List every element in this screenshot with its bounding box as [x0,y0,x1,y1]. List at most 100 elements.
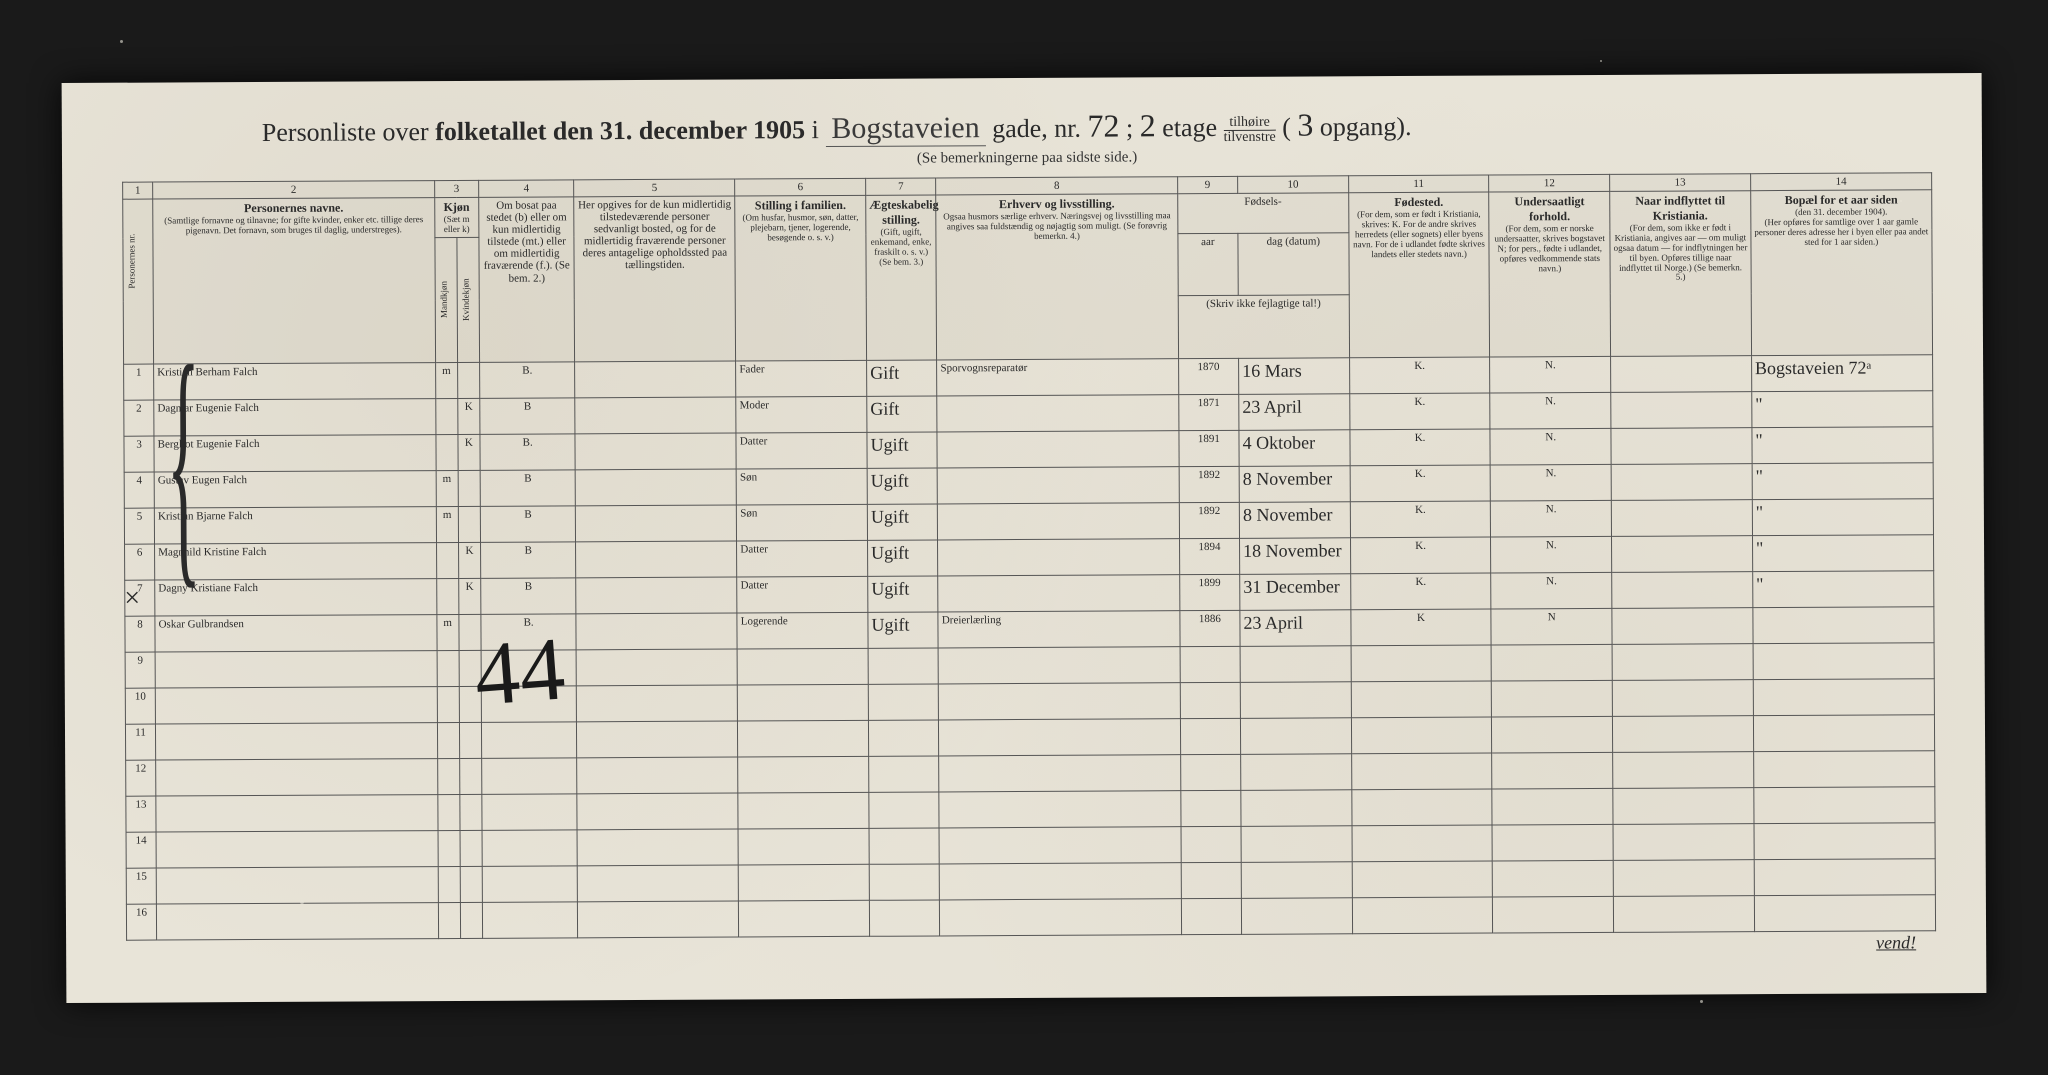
cell-bosat: B [481,577,577,613]
cell-undersaat: N. [1491,500,1612,537]
cell-empty [1241,897,1352,934]
cell-empty [1613,823,1754,860]
floor-number: 2 [1140,107,1156,143]
cell-bosat: B. [479,361,575,397]
cell-empty [739,900,870,937]
cell-fam: Datter [736,432,867,469]
cell-empty [1613,715,1754,752]
colnum-8: 8 [936,176,1177,194]
cell-empty [1613,751,1754,788]
cell-k [458,470,480,506]
cell-nr: 5 [124,507,154,543]
colnum-5: 5 [574,179,735,197]
cell-empty [1241,753,1352,790]
colnum-2: 2 [153,180,435,198]
speckle [1700,1000,1703,1003]
cell-aar: 1870 [1178,358,1239,394]
cell-empty [437,722,459,758]
cell-k: K [458,434,480,470]
cell-aegte: Ugift [867,467,938,503]
cell-aar: 1894 [1179,538,1240,574]
cell-fam: Søn [737,504,868,541]
cell-empty [1240,645,1351,682]
header-kjon: Kjøn (Sæt m eller k) [434,197,478,237]
cell-empty [939,682,1181,719]
header-nr: Personernes nr. [123,199,154,364]
census-table: 1 2 3 4 5 6 7 8 9 10 11 12 13 14 Persone… [122,172,1936,940]
cell-empty [157,902,439,939]
cell-empty [1613,859,1754,896]
cell-fam: Datter [737,576,868,613]
title-i: i [812,115,819,144]
speckle [120,40,123,43]
cell-undersaat: N. [1490,356,1611,393]
cell-bosat: B [480,397,576,433]
cell-empty [940,862,1182,899]
cell-empty [868,719,939,755]
cell-empty [155,686,437,723]
cell-empty [1492,824,1613,861]
cell-nr: 8 [125,615,155,651]
cell-empty [482,901,578,937]
cell-empty [1351,752,1492,789]
cell-sted [576,612,737,649]
cell-sted [576,504,737,541]
cell-dag: 4 Oktober [1239,429,1350,466]
cell-empty [460,902,482,938]
title-semi: ; [1126,113,1133,142]
cell-bosat: B [480,541,576,577]
cell-nr: 14 [126,831,156,867]
cell-empty [939,790,1181,827]
cell-empty [1352,896,1493,933]
cell-empty [578,864,739,901]
cell-empty [869,791,940,827]
cell-empty [738,792,869,829]
colnum-9: 9 [1177,176,1237,193]
cell-m [436,434,458,470]
cell-empty [1612,643,1753,680]
cell-erhverv [937,430,1179,467]
cell-name: Kristian Berham Falch [154,362,436,399]
cell-aar: 1886 [1180,610,1241,646]
cell-empty [460,794,482,830]
cell-nr: 11 [125,723,155,759]
direction-fraction: tilhøire tilvenstre [1224,115,1276,144]
cell-m: m [436,470,458,506]
header-stilling: Stilling i familien. (Om husfar, husmor,… [735,195,867,360]
cell-empty [1753,678,1934,715]
header-fodsels: Fødsels- [1177,192,1348,233]
cell-nr: 10 [125,687,155,723]
cell-fam: Logerende [737,612,868,649]
cell-aegte: Gift [867,359,938,395]
cell-empty [1180,682,1241,718]
cell-bosat: B [480,469,576,505]
header-kvindekjon: Kvindekjøn [457,237,480,362]
cell-empty [438,830,460,866]
cell-fam: Søn [736,468,867,505]
header-fodested: Fødested. (For dem, som er født i Kristi… [1348,192,1490,358]
cell-name: Gustav Eugen Falch [154,470,436,507]
cell-empty [1181,862,1242,898]
colnum-4: 4 [479,179,575,196]
cell-name: Dagny Kristiane Falch [155,578,437,615]
speckle [1600,60,1602,62]
cell-empty [156,722,438,759]
cell-sted [575,432,736,469]
cell-empty [739,864,870,901]
cell-empty [1181,826,1242,862]
cell-empty [869,827,940,863]
cell-empty [438,866,460,902]
cell-m [436,542,458,578]
cell-empty [437,758,459,794]
cell-aegte: Gift [867,395,938,431]
cell-empty [737,648,868,685]
cell-nr: 6 [125,543,155,579]
cell-aar: 1892 [1179,466,1240,502]
cell-empty [1241,789,1352,826]
cell-empty [156,794,438,831]
cell-bopael: " [1752,534,1933,571]
header-opgives: Her opgives for de kun midlertidig tilst… [574,196,736,362]
cell-empty [738,720,869,757]
cell-empty [1352,824,1493,861]
cell-aegte: Ugift [868,611,939,647]
